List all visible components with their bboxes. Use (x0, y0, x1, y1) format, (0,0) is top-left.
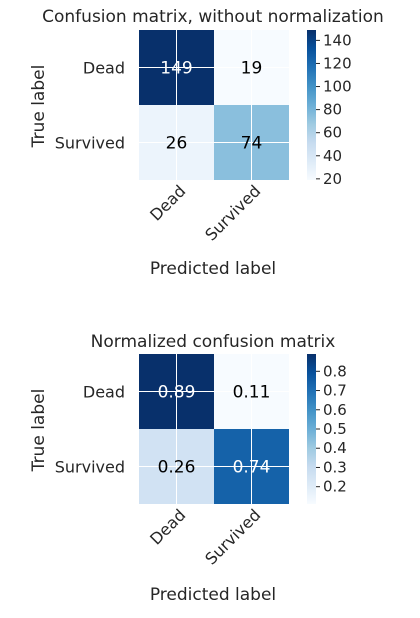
colorbar-tick-label: 40 (323, 147, 342, 165)
x-axis-label: Predicted label (150, 259, 276, 279)
colorbar-tick-label: 0.6 (323, 401, 347, 419)
chart-title: Normalized confusion matrix (91, 332, 336, 352)
cell-value-label: 0.89 (158, 383, 196, 403)
colorbar-tick-label: 0.3 (323, 458, 347, 476)
y-tick-label: Dead (83, 59, 125, 78)
x-axis-label: Predicted label (150, 585, 276, 605)
colorbar-tick-label: 0.8 (323, 362, 347, 380)
colorbar: 0.2 0.30.40.50.60.7 0.8 (307, 354, 347, 504)
colorbar-tick-label: 140 (323, 31, 352, 49)
colorbar-tick-label: 0.2 (323, 478, 347, 496)
x-tick-label: Survived (201, 505, 264, 568)
heatmap-cells: 0.89 0.11 0.26 0.74 (139, 354, 289, 504)
colorbar-tick-label: 20 (323, 170, 342, 188)
colorbar-gradient (307, 30, 316, 180)
x-tick-label: Dead (146, 181, 189, 224)
cell-value-label: 0.74 (233, 458, 271, 478)
cell-value-label: 19 (241, 59, 263, 79)
y-tick-label: Dead (83, 383, 125, 402)
colorbar-tick-label: 0.4 (323, 439, 347, 457)
colorbar-tick-label: 0.7 (323, 382, 347, 400)
y-axis-label: True label (29, 389, 49, 473)
y-tick-label: Survived (55, 458, 125, 477)
heatmap-cells: 149 19 26 74 (139, 30, 289, 180)
cell-value-label: 0.11 (233, 383, 271, 403)
y-axis-label: True label (29, 65, 49, 149)
chart-title: Confusion matrix, without normalization (42, 7, 384, 27)
colorbar-tick-label: 60 (323, 124, 342, 142)
confusion-matrix-chart-2: Normalized confusion matrix True label P… (29, 332, 347, 605)
confusion-matrix-chart-1: Confusion matrix, without normalization … (29, 7, 384, 279)
colorbar-tick-label: 80 (323, 101, 342, 119)
cell-value-label: 26 (166, 134, 188, 154)
colorbar-tick-label: 120 (323, 54, 352, 72)
colorbar-gradient (307, 354, 316, 504)
y-tick-label: Survived (55, 134, 125, 153)
x-tick-label: Dead (146, 505, 189, 548)
x-tick-label: Survived (201, 181, 264, 244)
colorbar: 20 40 60 80 100 120 140 (307, 30, 352, 188)
colorbar-tick-label: 0.5 (323, 420, 347, 438)
cell-value-label: 0.26 (158, 458, 196, 478)
cell-value-label: 149 (160, 59, 192, 79)
cell-value-label: 74 (241, 134, 263, 154)
colorbar-tick-label: 100 (323, 78, 352, 96)
